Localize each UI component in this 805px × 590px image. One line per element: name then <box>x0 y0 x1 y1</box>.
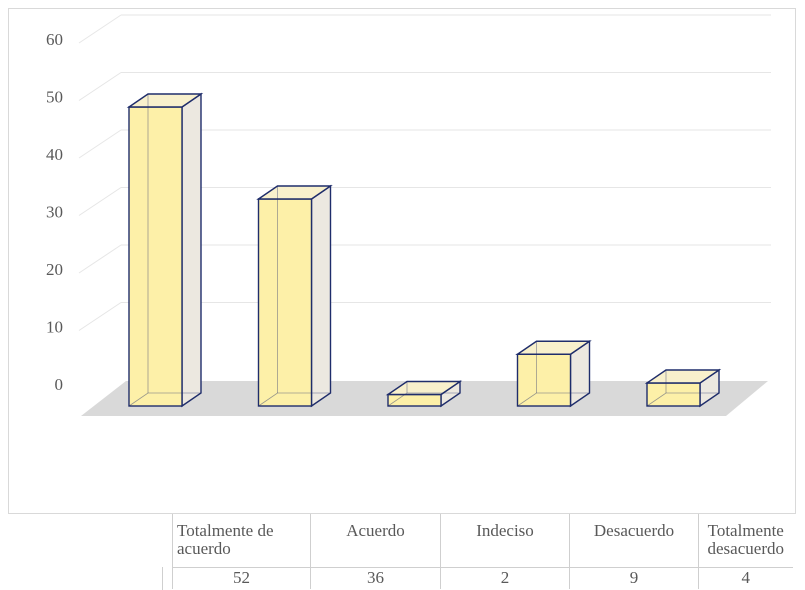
bar-back-edge-3 <box>517 392 590 407</box>
y-tick-label-0: 0 <box>55 375 64 394</box>
bar-top-0 <box>126 93 204 108</box>
bar-back-edge-4 <box>646 392 719 407</box>
category-label-1: Acuerdo <box>310 514 441 567</box>
category-label-3: Desacuerdo <box>569 514 699 567</box>
y-tick-label-30: 30 <box>46 203 63 222</box>
bar-back-edge-0 <box>128 392 201 407</box>
chart-plot: 0 10 20 30 40 50 60 <box>46 14 771 416</box>
y-tick-label-10: 10 <box>46 318 63 337</box>
table-divider <box>162 567 163 590</box>
gridline-side-40 <box>78 129 122 159</box>
bar-top-2 <box>385 380 463 396</box>
gridline-side-20 <box>78 244 122 274</box>
bar-3 <box>516 353 572 407</box>
value-label-1: 36 <box>310 566 441 589</box>
bar-4 <box>646 382 701 407</box>
data-table-value-row: 52 36 2 9 4 <box>172 566 793 589</box>
category-label-0: Totalmente de acuerdo <box>172 514 311 567</box>
data-table-header-row: Totalmente de acuerdo Acuerdo Indeciso Desa… <box>172 514 793 567</box>
y-tick-label-40: 40 <box>46 145 63 164</box>
data-table: Totalmente de acuerdo Acuerdo Indeciso Desa… <box>172 514 793 589</box>
bar-top-3 <box>515 340 592 355</box>
value-label-0: 52 <box>172 566 311 589</box>
y-tick-label-50: 50 <box>46 88 63 107</box>
bar-back-edge-2 <box>387 392 460 407</box>
gridline-side-30 <box>78 187 122 216</box>
value-label-3: 9 <box>569 566 699 589</box>
bar-1 <box>257 198 313 407</box>
bar-0 <box>128 106 183 407</box>
value-label-4: 4 <box>698 566 793 589</box>
value-label-2: 2 <box>440 566 570 589</box>
gridline-side-50 <box>78 72 122 101</box>
y-tick-label-60: 60 <box>46 30 63 49</box>
bar-top-4 <box>644 369 722 384</box>
gridline-side-60 <box>78 14 122 44</box>
bar-top-1 <box>256 185 333 200</box>
bar-side-0 <box>181 92 202 408</box>
chart-frame: 0 10 20 30 40 50 60 <box>8 8 796 514</box>
bar-side-1 <box>310 184 332 408</box>
gridline-side-10 <box>78 302 122 331</box>
category-label-4: Totalmente desacuerdo <box>698 514 793 567</box>
y-tick-label-20: 20 <box>46 260 63 279</box>
bar-back-edge-1 <box>258 392 331 407</box>
category-label-2: Indeciso <box>440 514 570 567</box>
